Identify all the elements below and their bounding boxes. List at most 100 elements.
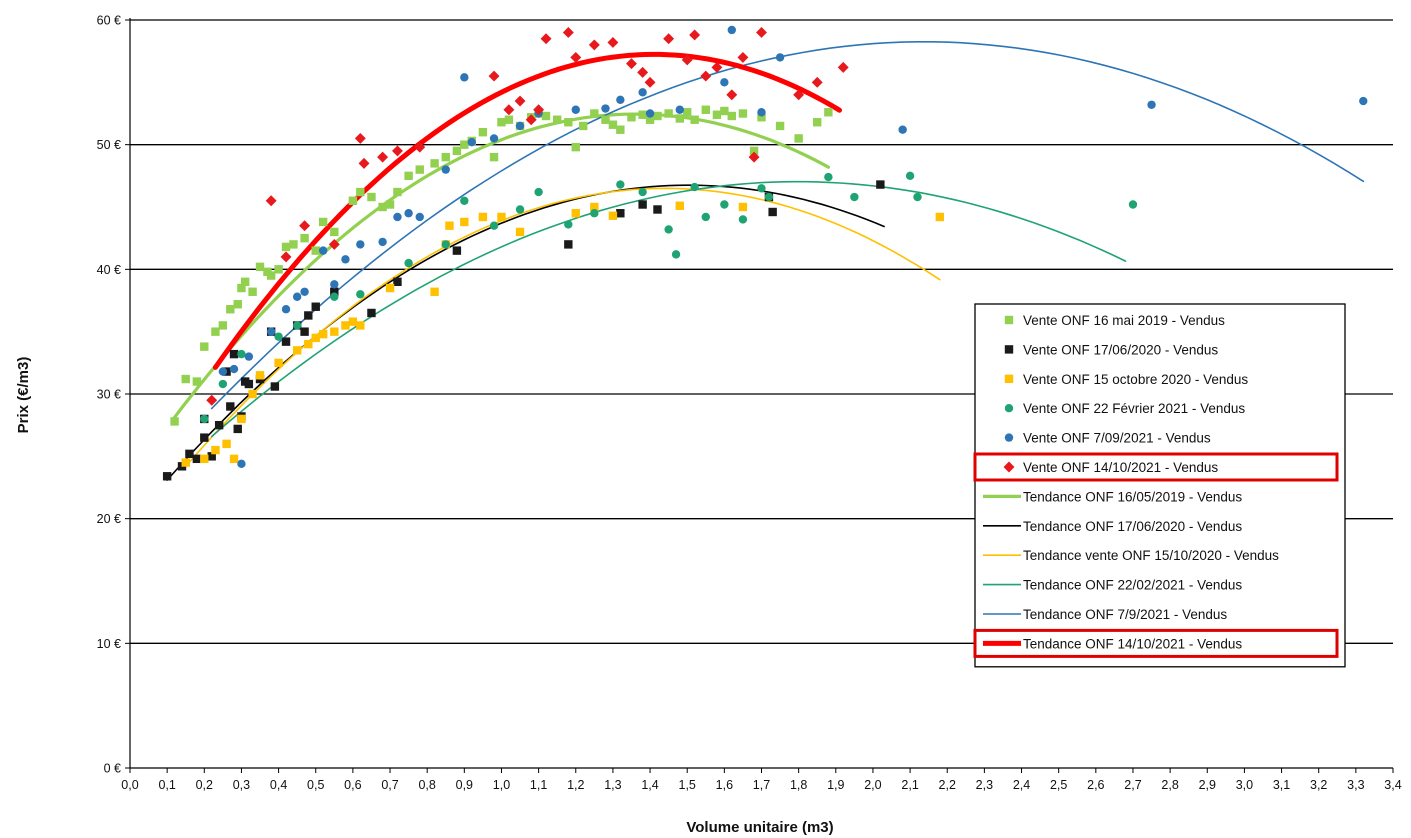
data-point — [281, 337, 291, 346]
x-tick-label: 1,1 — [530, 778, 547, 792]
trendline — [212, 51, 842, 370]
data-point — [749, 146, 759, 156]
data-point — [244, 379, 254, 389]
data-point — [248, 287, 257, 296]
data-point — [533, 104, 545, 116]
data-point — [876, 180, 885, 189]
data-point — [404, 209, 413, 218]
data-point — [356, 290, 365, 299]
data-point — [681, 54, 693, 66]
data-point — [430, 159, 439, 168]
data-point — [170, 417, 179, 426]
data-point — [248, 389, 257, 399]
data-point — [756, 27, 767, 38]
data-point — [393, 212, 402, 222]
data-point — [663, 33, 675, 45]
data-point — [534, 187, 543, 197]
x-tick-label: 2,3 — [976, 778, 993, 792]
data-point — [452, 146, 462, 156]
data-point — [571, 105, 580, 114]
x-tick-label: 0,0 — [121, 778, 138, 792]
legend-label: Vente ONF 16 mai 2019 - Vendus — [1023, 313, 1225, 328]
data-point — [824, 172, 833, 182]
data-point — [393, 187, 402, 197]
data-point — [601, 115, 610, 124]
x-tick-label: 2,8 — [1161, 778, 1178, 792]
data-point — [237, 349, 246, 359]
data-point — [441, 152, 450, 162]
data-point — [898, 125, 907, 134]
data-point — [700, 70, 712, 82]
data-point — [570, 51, 582, 63]
data-point — [348, 196, 358, 205]
data-point — [607, 36, 619, 48]
x-tick-label: 1,2 — [567, 778, 584, 792]
y-tick-label: 10 € — [97, 637, 121, 651]
data-point — [905, 171, 915, 181]
data-point — [244, 352, 254, 361]
data-point — [497, 212, 506, 222]
data-point — [515, 227, 525, 237]
data-point — [515, 121, 525, 131]
data-point — [385, 200, 395, 209]
x-tick-label: 0,1 — [158, 778, 175, 792]
data-point — [404, 258, 413, 268]
data-point — [675, 105, 684, 114]
data-point — [727, 25, 736, 35]
x-tick-label: 1,5 — [679, 778, 696, 792]
data-point — [478, 212, 488, 222]
data-point — [701, 212, 710, 222]
x-tick-label: 0,9 — [456, 778, 473, 792]
data-point — [300, 287, 309, 296]
data-point — [192, 454, 202, 464]
data-point — [281, 305, 291, 314]
data-point — [616, 125, 625, 134]
data-point — [738, 215, 748, 224]
data-point — [222, 439, 231, 449]
data-point — [391, 145, 403, 157]
data-point — [627, 113, 636, 122]
data-point — [638, 88, 647, 97]
data-point — [562, 27, 574, 38]
data-point — [775, 121, 785, 131]
data-point — [292, 292, 302, 301]
data-point — [638, 200, 647, 209]
x-tick-label: 2,4 — [1013, 778, 1030, 792]
data-point — [318, 217, 328, 227]
legend-marker — [1004, 345, 1014, 354]
data-point — [226, 305, 235, 314]
data-point — [289, 240, 298, 249]
data-point — [737, 51, 749, 63]
y-tick-label: 60 € — [97, 14, 121, 28]
data-point — [415, 212, 424, 222]
x-tick-label: 1,8 — [790, 778, 807, 792]
data-point — [192, 377, 202, 386]
data-point — [564, 220, 573, 229]
data-point — [626, 58, 637, 70]
data-point — [590, 202, 599, 212]
x-tick-label: 0,4 — [270, 778, 287, 792]
data-point — [200, 414, 209, 424]
x-tick-label: 2,7 — [1124, 778, 1141, 792]
data-point — [690, 182, 699, 192]
data-point — [645, 115, 655, 124]
x-tick-label: 3,4 — [1384, 778, 1401, 792]
data-point — [385, 283, 395, 293]
data-point — [200, 454, 209, 464]
data-point — [726, 89, 738, 101]
data-point — [757, 108, 766, 117]
x-tick-label: 3,3 — [1347, 778, 1364, 792]
data-point — [404, 171, 413, 181]
data-point — [653, 205, 662, 214]
x-tick-label: 2,9 — [1199, 778, 1216, 792]
data-point — [304, 311, 313, 320]
axes: 0 € 10 € 20 € 30 € 40 € 50 € 60 € 0,0 0,1 0,2 0,3 0… — [97, 14, 1402, 793]
data-point — [181, 458, 190, 467]
x-tick-label: 1,9 — [827, 778, 844, 792]
data-point — [441, 165, 450, 174]
x-axis-title: Volume unitaire (m3) — [686, 819, 833, 836]
x-tick-label: 1,3 — [604, 778, 621, 792]
data-point — [274, 332, 283, 341]
data-point — [200, 433, 209, 442]
data-point — [720, 106, 729, 116]
